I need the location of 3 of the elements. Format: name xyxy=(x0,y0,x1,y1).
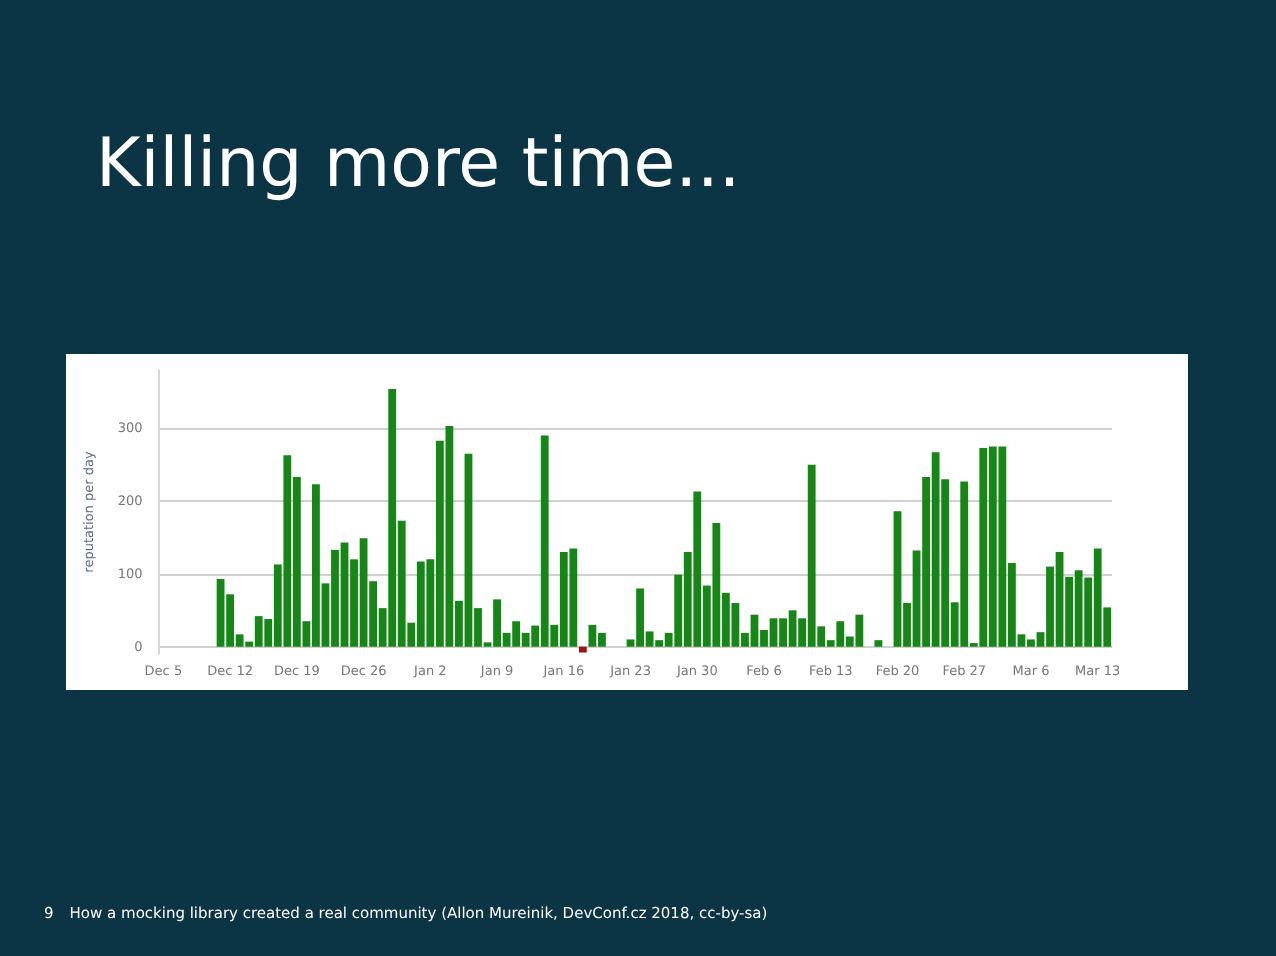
bar xyxy=(874,640,883,647)
bar xyxy=(578,646,587,653)
chart-title: Killing more time... xyxy=(96,124,741,204)
